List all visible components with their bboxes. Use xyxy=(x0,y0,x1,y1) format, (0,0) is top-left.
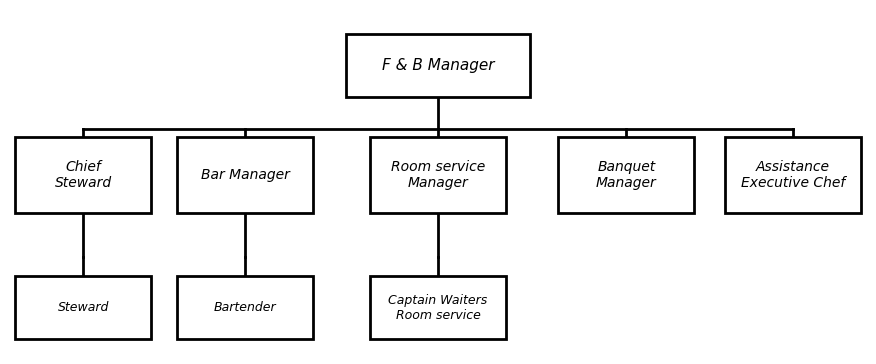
FancyBboxPatch shape xyxy=(177,136,314,213)
FancyBboxPatch shape xyxy=(16,136,151,213)
FancyBboxPatch shape xyxy=(724,136,860,213)
FancyBboxPatch shape xyxy=(177,276,314,339)
Text: Bar Manager: Bar Manager xyxy=(201,168,290,182)
FancyBboxPatch shape xyxy=(16,276,151,339)
FancyBboxPatch shape xyxy=(370,276,505,339)
FancyBboxPatch shape xyxy=(370,136,505,213)
Text: F & B Manager: F & B Manager xyxy=(382,58,494,73)
Text: Assistance
Executive Chef: Assistance Executive Chef xyxy=(740,160,845,190)
FancyBboxPatch shape xyxy=(346,34,530,97)
FancyBboxPatch shape xyxy=(558,136,694,213)
Text: Room service
Manager: Room service Manager xyxy=(391,160,485,190)
Text: Captain Waiters
Room service: Captain Waiters Room service xyxy=(388,294,488,321)
Text: Steward: Steward xyxy=(58,301,109,314)
Text: Bartender: Bartender xyxy=(214,301,277,314)
Text: Chief
Steward: Chief Steward xyxy=(54,160,112,190)
Text: Banquet
Manager: Banquet Manager xyxy=(596,160,657,190)
